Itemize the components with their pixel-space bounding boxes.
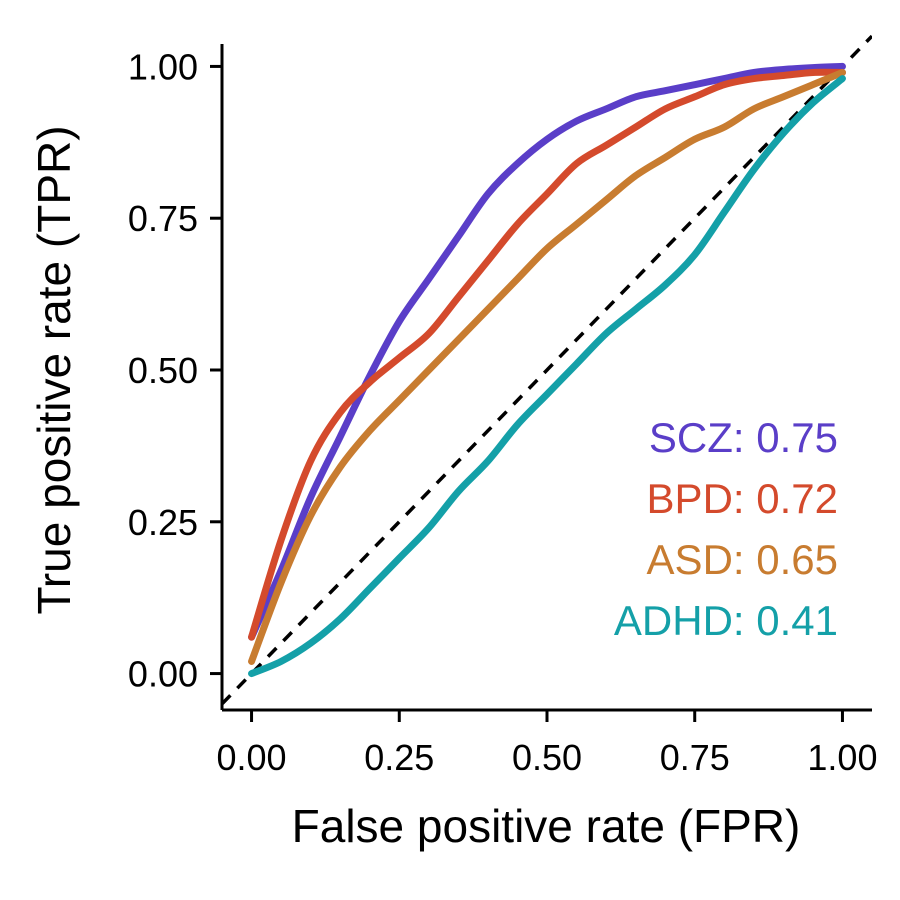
legend-entry-3: ADHD: 0.41 — [614, 597, 838, 644]
diagonal-reference-layer — [222, 34, 872, 706]
y-tick-label: 0.50 — [128, 350, 198, 391]
series-line-1 — [248, 68, 846, 641]
x-axis-title: False positive rate (FPR) — [292, 800, 801, 852]
x-tick-label: 0.75 — [660, 737, 730, 778]
x-tick-label: 0.50 — [512, 737, 582, 778]
series-line-2 — [248, 69, 846, 665]
ticks-layer: 0.00 0.25 0.50 0.75 1.00 0.00 0.25 0.50 0.75 1.00 — [128, 46, 878, 778]
x-tick-label: 1.00 — [807, 737, 877, 778]
x-tick-label: 0.25 — [364, 737, 434, 778]
series-line-3 — [248, 75, 846, 678]
legend-entry-0: SCZ: 0.75 — [649, 414, 838, 461]
x-tick-label: 0.00 — [217, 737, 287, 778]
y-tick-label: 1.00 — [128, 46, 198, 87]
y-tick-label: 0.00 — [128, 654, 198, 695]
series-lines-layer — [248, 62, 846, 678]
legend-entry-1: BPD: 0.72 — [647, 475, 838, 522]
legend-entry-2: ASD: 0.65 — [647, 536, 838, 583]
series-line-0 — [248, 62, 846, 641]
y-axis-title: True positive rate (TPR) — [28, 125, 80, 614]
diagonal-reference-line — [222, 34, 872, 706]
legend-layer: SCZ: 0.75 BPD: 0.72 ASD: 0.65 ADHD: 0.41 — [614, 414, 838, 644]
y-tick-label: 0.75 — [128, 198, 198, 239]
y-tick-label: 0.25 — [128, 502, 198, 543]
